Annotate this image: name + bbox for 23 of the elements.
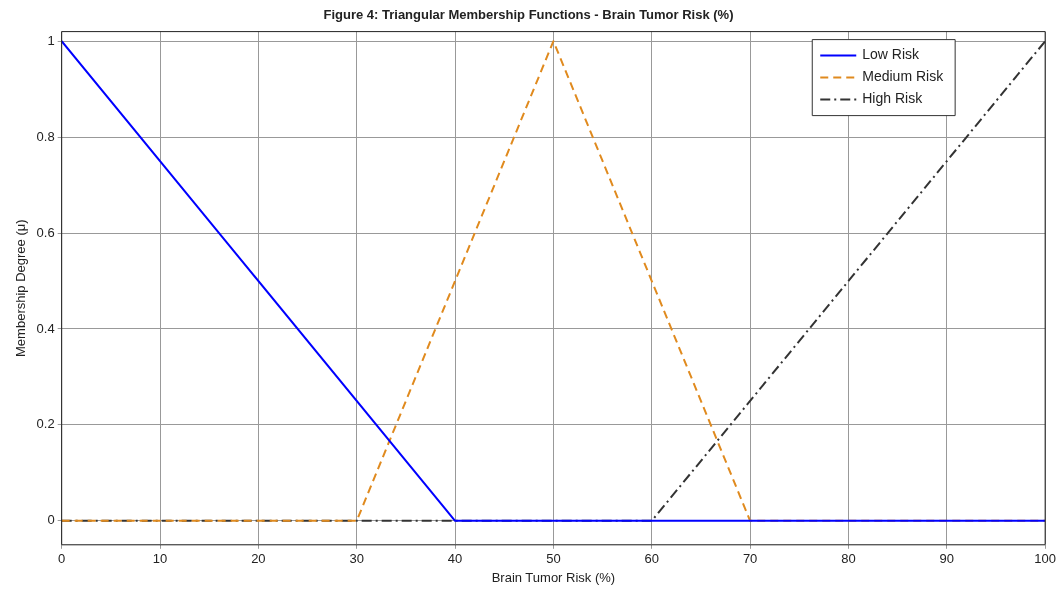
legend-label: Medium Risk (862, 68, 945, 85)
x-tick-label: 100 (1034, 551, 1057, 567)
y-tick-label: 0 (47, 512, 55, 528)
y-tick-label: 0.6 (36, 224, 55, 240)
x-tick-label: 0 (58, 551, 66, 567)
y-tick-label: 1 (47, 32, 55, 48)
x-tick-label: 90 (939, 551, 955, 567)
y-tick-label: 0.8 (36, 128, 55, 144)
y-tick-label: 0.4 (36, 320, 55, 336)
x-tick-label: 60 (644, 551, 659, 567)
x-tick-label: 10 (152, 551, 168, 567)
x-tick-label: 80 (841, 551, 856, 567)
legend-label: High Risk (862, 90, 924, 107)
x-tick-label: 20 (251, 551, 266, 567)
y-tick-label: 0.2 (36, 416, 55, 432)
x-tick-label: 50 (546, 551, 561, 567)
legend-label: Low Risk (862, 46, 921, 63)
x-tick-label: 70 (742, 551, 758, 567)
x-tick-label: 30 (349, 551, 364, 567)
x-tick-label: 40 (447, 551, 463, 567)
chart-title: Figure 4: Triangular Membership Functions - Brain Tumor Risk (%) (323, 7, 734, 23)
y-axis-title: Membership Degree (μ) (13, 219, 29, 357)
x-axis-title: Brain Tumor Risk (%) (491, 569, 616, 585)
